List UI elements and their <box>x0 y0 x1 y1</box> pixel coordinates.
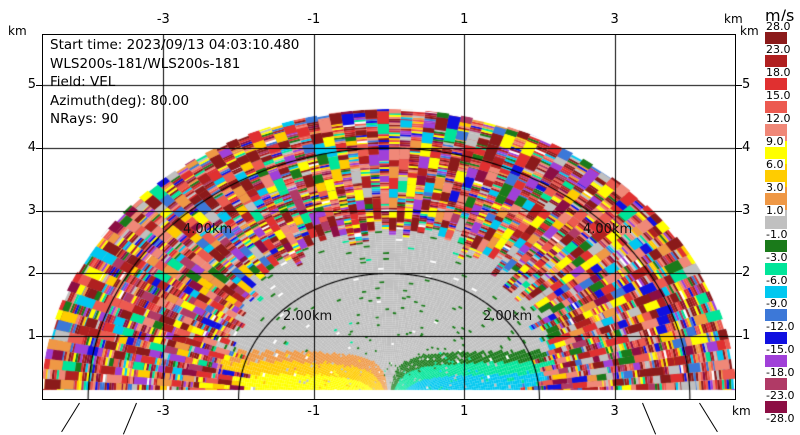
y-tick-label-left: 3 <box>27 202 36 218</box>
colorbar-tick-label: 12.0 <box>765 112 792 126</box>
y-tick-mark-right <box>736 147 742 149</box>
colorbar-tick-label: 1.0 <box>765 204 785 218</box>
elevation-spoke-tick <box>123 402 138 435</box>
y-tick-label-right: 4 <box>742 139 751 155</box>
colorbar-units-label: m/s <box>765 6 795 25</box>
colorbar-tick-label: -6.0 <box>765 273 789 287</box>
elevation-spoke-tick <box>699 402 718 433</box>
y-tick-mark-left <box>36 336 42 338</box>
range-ring-label: 4.00km <box>583 222 633 237</box>
nrays-label: NRays: 90 <box>50 111 119 128</box>
y-tick-mark-right <box>736 210 742 212</box>
colorbar-tick-label: 9.0 <box>765 135 785 149</box>
range-ring-label: 4.00km <box>183 222 233 237</box>
y-tick-mark-right <box>736 336 742 338</box>
colorbar-tick-label: 23.0 <box>765 43 792 57</box>
y-tick-mark-right <box>736 273 742 275</box>
colorbar-tick-label: -18.0 <box>765 365 796 379</box>
y-tick-mark-left <box>36 147 42 149</box>
y-tick-label-right: 1 <box>742 328 751 344</box>
y-tick-mark-left <box>36 273 42 275</box>
scan-metadata-block: Start time: 2023/09/13 04:03:10.480 WLS2… <box>50 36 299 129</box>
range-ring-label: 2.00km <box>283 309 333 324</box>
y-axis-unit-top-left: km <box>8 24 27 38</box>
y-tick-label-left: 1 <box>27 328 36 344</box>
y-tick-label-right: 5 <box>742 77 751 93</box>
x-axis-unit-top: km <box>724 12 743 26</box>
colorbar-tick-label: -3.0 <box>765 250 789 264</box>
elevation-spoke-tick <box>61 402 80 433</box>
x-tick-label-bottom: -1 <box>307 404 321 419</box>
x-tick-label-top: 3 <box>610 12 619 27</box>
x-tick-label-bottom: 3 <box>610 404 619 419</box>
colorbar-tick-label: -1.0 <box>765 227 789 241</box>
azimuth-label: Azimuth(deg): 80.00 <box>50 92 190 109</box>
y-tick-label-left: 5 <box>27 77 36 93</box>
colorbar-tick-label: 6.0 <box>765 158 785 172</box>
x-tick-label-top: 1 <box>460 12 469 27</box>
y-axis-unit-top-right: km <box>740 24 759 38</box>
colorbar-tick-label: -9.0 <box>765 296 789 310</box>
colorbar-tick-label: -23.0 <box>765 388 796 402</box>
colorbar-tick-label: -28.0 <box>765 412 796 425</box>
colorbar-tick-label: 3.0 <box>765 181 785 195</box>
colorbar-tick-label: 28.0 <box>765 20 792 33</box>
x-tick-label-top: -1 <box>307 12 321 27</box>
y-tick-label-left: 4 <box>27 139 36 155</box>
y-tick-mark-left <box>36 210 42 212</box>
y-tick-label-left: 2 <box>27 265 36 281</box>
colorbar-tick-label: -12.0 <box>765 319 796 333</box>
colorbar-tick-label: 15.0 <box>765 89 792 103</box>
radar-plot-area[interactable] <box>42 34 736 400</box>
x-tick-label-bottom: 1 <box>460 404 469 419</box>
instrument-label: WLS200s-181/WLS200s-181 <box>50 55 241 72</box>
elevation-spoke-tick <box>641 402 656 435</box>
colorbar-tick-label: 18.0 <box>765 66 792 80</box>
velocity-colorbar[interactable]: 28.0 23.0 18.0 15.0 12.0 9.0 6.0 3.0 1.0 -1.0 -3.0… <box>765 21 796 424</box>
range-ring-label: 2.00km <box>483 309 533 324</box>
radar-field-canvas <box>43 35 735 399</box>
y-tick-label-right: 3 <box>742 202 751 218</box>
y-tick-mark-right <box>736 85 742 87</box>
start-time-label: Start time: 2023/09/13 04:03:10.480 <box>50 37 300 53</box>
y-tick-mark-left <box>36 85 42 87</box>
y-tick-label-right: 2 <box>742 265 751 281</box>
field-label: Field: VEL <box>50 74 116 91</box>
colorbar-tick-label: -15.0 <box>765 342 796 356</box>
x-axis-unit-bottom: km <box>732 404 751 418</box>
x-tick-label-top: -3 <box>156 12 170 27</box>
x-tick-label-bottom: -3 <box>156 404 170 419</box>
